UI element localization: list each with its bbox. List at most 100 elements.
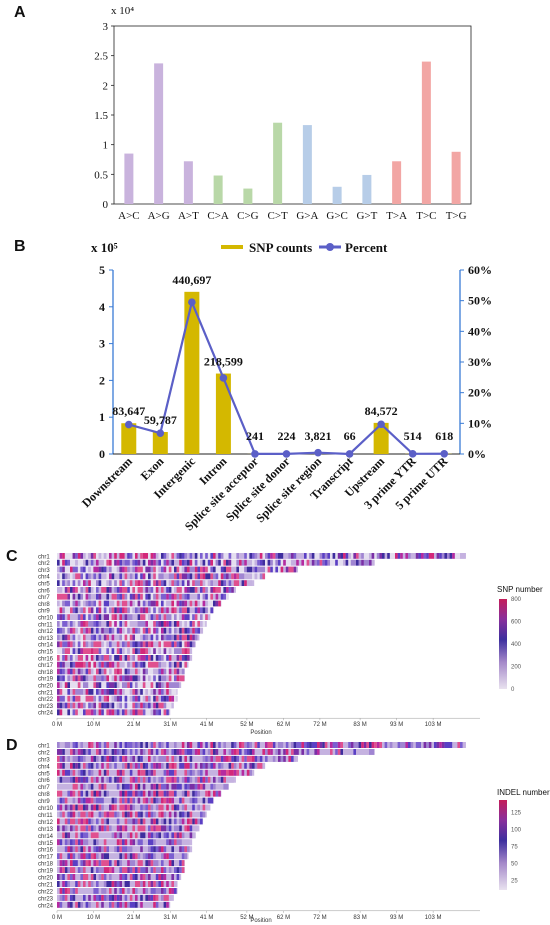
- density-cells: [72, 607, 203, 614]
- density-cells: [135, 641, 193, 648]
- density-cells: [64, 894, 169, 901]
- density-cells: [59, 818, 187, 825]
- density-cells: [88, 742, 375, 748]
- density-cells: [150, 641, 154, 648]
- density-cells: [62, 600, 94, 607]
- density-cells: [62, 832, 177, 839]
- density-cells: [59, 573, 260, 580]
- density-cells: [57, 742, 429, 748]
- density-cells: [93, 894, 138, 901]
- row-label: chr6: [38, 588, 50, 594]
- x-tick-label: A>C: [118, 210, 139, 222]
- density-cells: [59, 600, 213, 607]
- row-label: chr14: [38, 834, 54, 840]
- x-tick-label: G>C: [326, 210, 347, 222]
- data-label: 3,821: [305, 429, 332, 443]
- x-tick-label: 0 M: [52, 722, 62, 728]
- density-cells: [57, 668, 172, 675]
- density-cells: [80, 901, 130, 908]
- density-cells: [59, 825, 198, 832]
- panel-b: B x 10⁵ SNP counts Percent 0 1 2 3 4 5 0% 10% 2…: [14, 238, 492, 533]
- density-cells: [70, 901, 167, 908]
- density-cells: [103, 600, 182, 607]
- density-cells: [83, 553, 466, 559]
- bar: [273, 122, 283, 204]
- density-cells: [75, 600, 206, 607]
- x-tick-label: T>G: [446, 210, 467, 222]
- density-cells: [83, 682, 180, 688]
- density-cells: [83, 832, 167, 839]
- percent-point: [345, 450, 354, 458]
- density-cells: [62, 901, 164, 908]
- percent-point: [219, 374, 228, 382]
- x-tick-label: C>T: [267, 210, 288, 222]
- density-cells: [124, 783, 187, 790]
- density-cells: [72, 648, 122, 654]
- density-cells: [124, 811, 190, 818]
- legend-marker-percent: [326, 243, 334, 251]
- density-cells: [62, 566, 297, 573]
- density-cells: [80, 776, 203, 783]
- density-cells: [145, 580, 190, 586]
- row-label: chr17: [38, 855, 54, 861]
- bar: [373, 422, 389, 454]
- row-label: chr15: [38, 650, 54, 656]
- x-tick-label: 103 M: [425, 915, 442, 921]
- density-cells: [59, 634, 151, 641]
- y-tick-label: 1: [103, 140, 109, 152]
- row-label: chr5: [38, 771, 50, 777]
- colorbar-tick-label: 50: [511, 862, 518, 868]
- row-label: chr3: [38, 568, 50, 574]
- density-cells: [59, 881, 177, 887]
- data-label: 218,599: [204, 355, 243, 369]
- row-label: chr9: [38, 609, 50, 615]
- row-label: chr22: [38, 889, 54, 895]
- density-cells: [72, 675, 185, 682]
- x-tick-label: 103 M: [425, 722, 442, 728]
- y-tick-label: 0: [99, 447, 105, 461]
- panel-d-colorbar: [499, 800, 507, 890]
- x-tick-label: C>A: [207, 210, 229, 222]
- density-cells: [64, 874, 177, 880]
- x-tick-label: 52 M: [240, 722, 253, 728]
- y-tick-label: 0.5: [94, 169, 108, 181]
- x-tick-label: 0 M: [52, 915, 62, 921]
- row-label: chr12: [38, 629, 54, 635]
- percent-point: [251, 450, 259, 458]
- density-cells: [93, 668, 169, 675]
- density-cells: [57, 655, 182, 661]
- density-cells: [72, 634, 172, 641]
- data-label: 84,572: [365, 404, 398, 418]
- y2-tick-label: 30%: [468, 355, 492, 369]
- x-tick-label: 31 M: [164, 915, 177, 921]
- row-label: chr12: [38, 820, 54, 826]
- panel-c-xlabel: Position: [250, 730, 271, 736]
- x-tick-label: C>G: [237, 210, 259, 222]
- density-cells: [83, 783, 229, 790]
- x-tick-label: 10 M: [87, 722, 100, 728]
- row-label: chr1: [38, 743, 50, 749]
- row-label: chr10: [38, 616, 54, 622]
- panel-d: D chr1chr2chr3chr4chr5chr6chr7chr8chr9ch…: [6, 737, 550, 924]
- density-cells: [114, 881, 154, 887]
- x-tick-label: 21 M: [127, 915, 140, 921]
- colorbar-tick-label: 125: [511, 811, 522, 817]
- density-cells: [59, 762, 216, 769]
- density-cells: [62, 811, 193, 818]
- density-cells: [101, 627, 104, 634]
- density-cells: [64, 755, 297, 762]
- x-tick-label: 72 M: [313, 722, 326, 728]
- density-cells: [75, 559, 375, 566]
- density-cells: [72, 769, 239, 776]
- density-cells: [93, 804, 169, 811]
- density-cells: [72, 894, 148, 901]
- bar: [332, 186, 342, 204]
- density-cells: [83, 661, 187, 668]
- bar: [124, 153, 134, 204]
- density-cells: [57, 593, 213, 600]
- density-cells: [67, 874, 146, 880]
- density-cells: [88, 846, 91, 853]
- density-cells: [62, 776, 221, 783]
- x-tick-label: 62 M: [277, 722, 290, 728]
